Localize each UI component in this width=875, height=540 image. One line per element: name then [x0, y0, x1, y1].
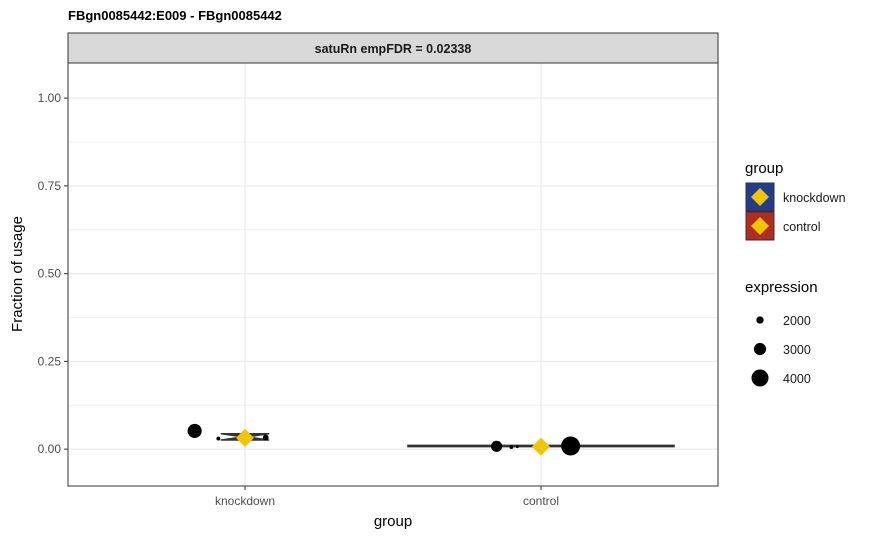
legend-label-control: control	[783, 220, 821, 234]
x-tick-label: control	[523, 494, 559, 508]
y-tick-label: 0.25	[38, 354, 62, 368]
legend-size-4000	[751, 369, 769, 387]
legend-label-knockdown: knockdown	[783, 191, 846, 205]
y-tick-label: 1.00	[38, 91, 62, 105]
facet-strip-label: satuRn empFDR = 0.02338	[315, 42, 472, 56]
data-point-knockdown	[216, 436, 221, 441]
data-point-control	[515, 445, 519, 449]
legend-size-3000	[753, 342, 767, 356]
legend-label-4000: 4000	[783, 372, 811, 386]
y-tick-label: 0.50	[38, 267, 62, 281]
legend-label-2000: 2000	[783, 314, 811, 328]
mean-marker-knockdown	[236, 428, 254, 447]
facet-strip	[67, 32, 719, 64]
legend-label-3000: 3000	[783, 343, 811, 357]
legend-size-2000	[756, 316, 764, 324]
data-point-control	[561, 436, 581, 456]
y-axis-ticks: 0.00 0.25 0.50 0.75 1.00	[38, 91, 68, 456]
data-point-control	[491, 440, 503, 452]
panel-border	[67, 62, 719, 487]
y-axis-title: Fraction of usage	[9, 216, 26, 332]
mean-marker-control	[532, 437, 550, 456]
legend-group-title: group	[745, 160, 783, 177]
legend-key-diamond	[751, 217, 769, 235]
legend-expression: expression 2000 3000 4000	[745, 279, 818, 387]
mean-markers	[236, 428, 550, 456]
data-points	[187, 423, 581, 456]
y-tick-label: 0.75	[38, 179, 62, 193]
data-point-knockdown	[262, 434, 269, 441]
violins	[220, 432, 675, 448]
legend-expression-title: expression	[745, 279, 818, 296]
legend-group: group knockdown control	[745, 160, 846, 241]
x-tick-label: knockdown	[215, 494, 275, 508]
chart-title: FBgn0085442:E009 - FBgn0085442	[68, 8, 282, 23]
x-axis-title: group	[374, 513, 412, 530]
legend-key-diamond	[751, 188, 769, 206]
y-tick-label: 0.00	[38, 442, 62, 456]
data-point-control	[509, 445, 514, 449]
gridlines	[68, 63, 718, 486]
x-axis-ticks: knockdown control	[215, 486, 559, 508]
data-point-knockdown	[187, 423, 202, 438]
